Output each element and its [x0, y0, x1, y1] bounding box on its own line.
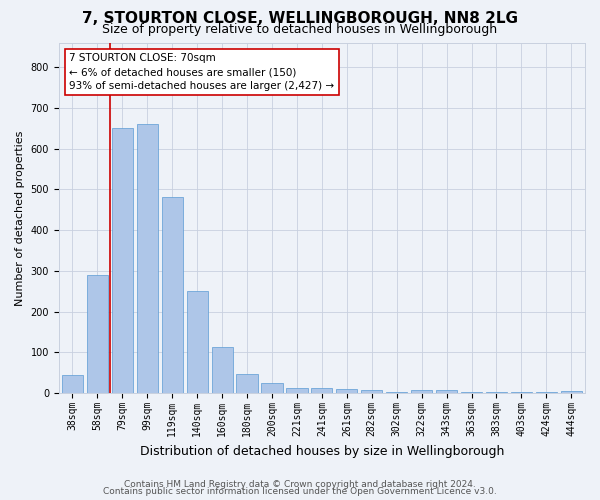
- Bar: [187, 292, 208, 394]
- Bar: [511, 392, 532, 394]
- Bar: [361, 390, 382, 394]
- X-axis label: Distribution of detached houses by size in Wellingborough: Distribution of detached houses by size …: [140, 444, 504, 458]
- Bar: [486, 392, 507, 394]
- Bar: [212, 347, 233, 394]
- Bar: [112, 128, 133, 394]
- Bar: [536, 392, 557, 394]
- Bar: [262, 383, 283, 394]
- Bar: [461, 392, 482, 394]
- Bar: [411, 390, 432, 394]
- Bar: [161, 198, 183, 394]
- Bar: [286, 388, 308, 394]
- Bar: [87, 275, 108, 394]
- Bar: [137, 124, 158, 394]
- Bar: [560, 391, 582, 394]
- Text: 7 STOURTON CLOSE: 70sqm
← 6% of detached houses are smaller (150)
93% of semi-de: 7 STOURTON CLOSE: 70sqm ← 6% of detached…: [70, 53, 334, 91]
- Y-axis label: Number of detached properties: Number of detached properties: [15, 130, 25, 306]
- Text: 7, STOURTON CLOSE, WELLINGBOROUGH, NN8 2LG: 7, STOURTON CLOSE, WELLINGBOROUGH, NN8 2…: [82, 11, 518, 26]
- Bar: [311, 388, 332, 394]
- Text: Contains HM Land Registry data © Crown copyright and database right 2024.: Contains HM Land Registry data © Crown c…: [124, 480, 476, 489]
- Bar: [236, 374, 257, 394]
- Text: Contains public sector information licensed under the Open Government Licence v3: Contains public sector information licen…: [103, 487, 497, 496]
- Bar: [336, 389, 358, 394]
- Text: Size of property relative to detached houses in Wellingborough: Size of property relative to detached ho…: [103, 22, 497, 36]
- Bar: [62, 375, 83, 394]
- Bar: [436, 390, 457, 394]
- Bar: [386, 392, 407, 394]
